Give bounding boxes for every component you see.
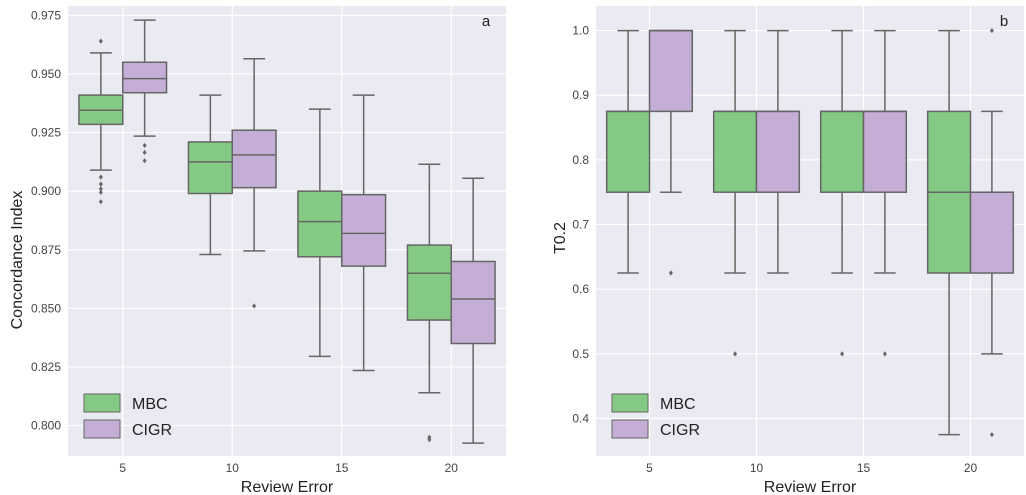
- outlier-point: [98, 189, 103, 195]
- x-tick-label: 20: [445, 461, 459, 475]
- panel-letter: b: [1000, 13, 1008, 30]
- y-tick-label: 0.900: [31, 184, 61, 198]
- outlier-point: [882, 351, 887, 357]
- box-mbc-10: [187, 94, 233, 256]
- legend: MBC CIGR: [83, 393, 172, 439]
- y-tick-label: 0.8: [572, 153, 589, 167]
- outlier-point: [142, 142, 147, 149]
- legend-swatch-mbc: [611, 393, 649, 413]
- box-body: [969, 191, 1015, 274]
- y-tick-label: 0.925: [31, 126, 61, 140]
- y-tick-label: 0.7: [572, 218, 589, 232]
- outlier-point: [252, 303, 257, 309]
- box-mbc-5: [78, 38, 124, 205]
- x-tick-label: 5: [646, 461, 653, 475]
- x-tick-label: 10: [750, 461, 764, 475]
- box-cigr-20: [969, 27, 1015, 438]
- box-cigr-20: [450, 177, 496, 444]
- legend-label-cigr: CIGR: [132, 422, 172, 439]
- y-axis-label: T0.2: [552, 222, 569, 254]
- box-body: [755, 110, 801, 193]
- y-tick-label: 0.975: [31, 8, 61, 22]
- panel-b: 0.4 0.5 0.6 0.7 0.8 0.9 1.0 5 10 15 20 b Review Erro…: [552, 6, 1024, 495]
- box-cigr-5: [648, 29, 694, 276]
- y-tick-label: 0.5: [572, 347, 589, 361]
- y-tick-label: 0.9: [572, 88, 589, 102]
- legend-label-mbc: MBC: [660, 396, 696, 413]
- box-body: [862, 110, 908, 193]
- y-axis-label: Concordance Index: [9, 191, 26, 330]
- x-axis-label: Review Error: [764, 479, 857, 495]
- y-tick-label: 1.0: [572, 24, 589, 38]
- x-tick-label: 10: [226, 461, 240, 475]
- legend-swatch-mbc: [83, 393, 121, 413]
- outlier-point: [98, 186, 103, 192]
- legend-label-cigr: CIGR: [660, 422, 700, 439]
- y-tick-label: 0.950: [31, 67, 61, 81]
- outlier-point: [98, 38, 103, 44]
- box-body: [819, 110, 865, 193]
- box-body: [605, 110, 651, 193]
- y-tick-label: 0.4: [572, 412, 589, 426]
- y-tick-label: 0.800: [31, 419, 61, 433]
- y-tick-label: 0.6: [572, 282, 589, 296]
- outlier-point: [98, 199, 103, 205]
- box-body: [231, 129, 277, 189]
- box-cigr-15: [862, 29, 908, 357]
- outlier-point: [142, 158, 147, 164]
- legend-swatch-cigr: [611, 419, 649, 439]
- outlier-point: [98, 181, 103, 187]
- outlier-point: [142, 149, 147, 156]
- outlier-point: [733, 351, 738, 357]
- box-body: [712, 110, 758, 193]
- box-body: [406, 244, 453, 321]
- outlier-point: [427, 436, 432, 443]
- box-body: [648, 29, 694, 113]
- box-cigr-10: [755, 29, 801, 274]
- box-mbc-15: [297, 108, 343, 358]
- box-cigr-15: [341, 94, 387, 372]
- box-body: [341, 193, 387, 267]
- box-cigr-10: [231, 57, 277, 309]
- panel-a: 0.800 0.825 0.850 0.875 0.900 0.925 0.950 0.975…: [9, 6, 506, 495]
- x-tick-label: 15: [857, 461, 871, 475]
- x-tick-label: 20: [964, 461, 978, 475]
- box-mbc-15: [819, 29, 865, 357]
- legend: MBC CIGR: [611, 393, 700, 439]
- box-body: [187, 141, 233, 195]
- box-cigr-5: [122, 19, 168, 164]
- legend-label-mbc: MBC: [132, 396, 168, 413]
- x-tick-label: 5: [119, 461, 126, 475]
- y-tick-label: 0.875: [31, 243, 61, 257]
- outlier-point: [989, 27, 994, 34]
- box-mbc-20: [406, 163, 453, 443]
- outlier-point: [668, 270, 673, 276]
- x-axis-label: Review Error: [241, 479, 334, 495]
- legend-swatch-cigr: [83, 419, 121, 439]
- outlier-point: [98, 174, 103, 180]
- box-body: [297, 190, 343, 258]
- box-mbc-20: [926, 29, 972, 436]
- outlier-point: [840, 351, 845, 357]
- box-mbc-5: [605, 29, 651, 274]
- x-tick-label: 15: [335, 461, 349, 475]
- box-body: [122, 61, 168, 94]
- y-tick-label: 0.850: [31, 301, 61, 315]
- box-mbc-10: [712, 29, 758, 357]
- panel-letter: a: [482, 13, 491, 30]
- box-body: [450, 260, 496, 345]
- outlier-point: [989, 432, 994, 438]
- y-tick-label: 0.825: [31, 360, 61, 374]
